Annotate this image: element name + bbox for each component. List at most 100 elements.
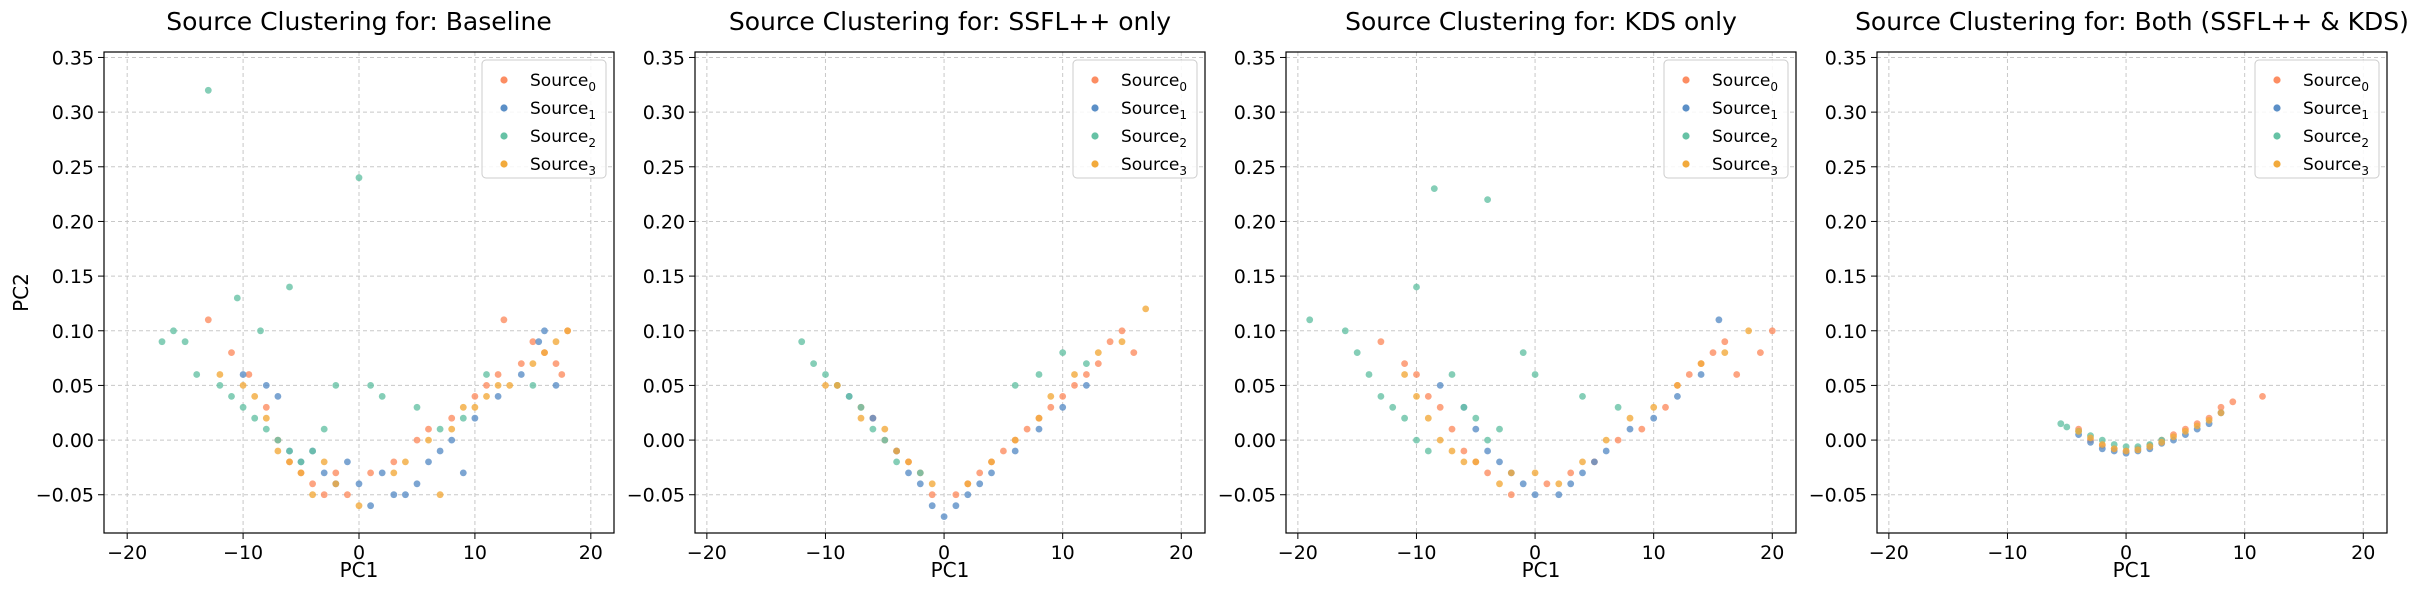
data-point [881, 436, 889, 444]
y-tick-label: −0.05 [36, 485, 94, 507]
data-point [988, 469, 995, 477]
data-point [1460, 403, 1468, 411]
legend-entry: Source2 [1712, 127, 1778, 150]
chart-panel-1: Source Clustering for: SSFL++ only −20 −10… [627, 7, 1206, 582]
data-point [1757, 349, 1764, 356]
data-point [928, 502, 936, 510]
data-point [425, 425, 432, 433]
data-point [2075, 427, 2083, 435]
data-point [1377, 393, 1385, 400]
data-point [274, 436, 282, 444]
data-point [2182, 427, 2189, 435]
data-point [881, 425, 889, 433]
y-tick-label: 0.05 [1825, 375, 1867, 397]
data-point [459, 414, 467, 422]
data-point [2170, 433, 2177, 441]
plot-frame [694, 51, 1206, 534]
data-point [1353, 349, 1361, 356]
data-point [390, 469, 398, 477]
x-tick-label: −10 [223, 542, 263, 564]
data-point [367, 469, 374, 477]
data-point [1555, 491, 1563, 499]
data-point [916, 480, 924, 488]
legend-box [1072, 59, 1198, 179]
data-point [1555, 480, 1563, 488]
data-point [1094, 360, 1102, 367]
y-tick-label: 0.25 [1234, 157, 1276, 179]
legend-marker [1682, 132, 1690, 140]
x-tick-label: 0 [2120, 542, 2132, 564]
data-point [500, 316, 508, 324]
data-point [459, 403, 467, 411]
chart-panel-0: Source Clustering for: Baseline−20 −10 0 10… [9, 7, 615, 582]
data-point [1083, 371, 1090, 378]
y-tick-label: 0.35 [1825, 47, 1867, 69]
data-point [228, 393, 235, 400]
data-point [2193, 422, 2201, 430]
data-point [309, 491, 316, 499]
x-tick-label: 20 [579, 542, 603, 564]
y-tick-label: 0.20 [1234, 211, 1276, 233]
data-point [1424, 414, 1432, 422]
data-point [928, 480, 936, 488]
data-point [1011, 436, 1019, 444]
data-point [1083, 382, 1090, 389]
data-point [2217, 409, 2225, 417]
y-tick-label: 0.35 [52, 47, 94, 69]
data-point [448, 425, 456, 433]
x-tick-label: 20 [1760, 542, 1784, 564]
data-point [558, 371, 566, 378]
data-point [1430, 185, 1438, 193]
legend-entry-subscript: 1 [1179, 108, 1187, 122]
data-point [1377, 338, 1385, 346]
data-point [471, 403, 479, 411]
data-point [1130, 349, 1138, 356]
data-point [916, 469, 924, 477]
data-point [378, 393, 386, 400]
y-axis-label: PC2 [9, 273, 33, 312]
legend-entry: Source1 [1712, 99, 1778, 122]
x-tick-label: 0 [353, 542, 365, 564]
data-point [1507, 491, 1515, 499]
data-point [541, 349, 548, 356]
data-point [845, 393, 853, 400]
data-point [1106, 338, 1114, 346]
data-point [1531, 491, 1539, 499]
legend-marker [2273, 104, 2281, 112]
data-point [1484, 196, 1491, 204]
x-tick-label: −10 [1396, 542, 1436, 564]
data-point [262, 425, 270, 433]
data-point [857, 414, 865, 422]
data-point [286, 283, 293, 291]
x-tick-label: −20 [1869, 542, 1909, 564]
data-point [1721, 338, 1729, 346]
legend-entry-name: Source [530, 127, 588, 147]
data-point [798, 338, 806, 346]
legend-entry: Source3 [1712, 155, 1778, 178]
plot-frame [1285, 51, 1797, 534]
legend-box [481, 59, 607, 179]
x-tick-label: −20 [1278, 542, 1318, 564]
legend-marker [2273, 132, 2281, 140]
data-point [857, 403, 865, 411]
data-point [320, 469, 328, 477]
data-point [1071, 382, 1078, 389]
data-point [1083, 360, 1090, 367]
legend-marker [1682, 160, 1690, 168]
data-point [1768, 327, 1776, 335]
x-tick-label: 10 [1642, 542, 1666, 564]
x-tick-label: −20 [687, 542, 727, 564]
data-point [905, 469, 912, 477]
data-point [216, 382, 224, 389]
data-point [529, 338, 537, 346]
data-point [245, 371, 253, 378]
data-point [1579, 458, 1586, 466]
chart-title: Source Clustering for: SSFL++ only [729, 7, 1171, 36]
legend-entry-name: Source [1121, 71, 1179, 91]
legend-marker [1682, 104, 1690, 112]
legend-entry-name: Source [2303, 99, 2361, 119]
data-point [204, 86, 212, 94]
data-point [976, 469, 984, 477]
data-point [810, 360, 817, 367]
data-point [1614, 436, 1622, 444]
